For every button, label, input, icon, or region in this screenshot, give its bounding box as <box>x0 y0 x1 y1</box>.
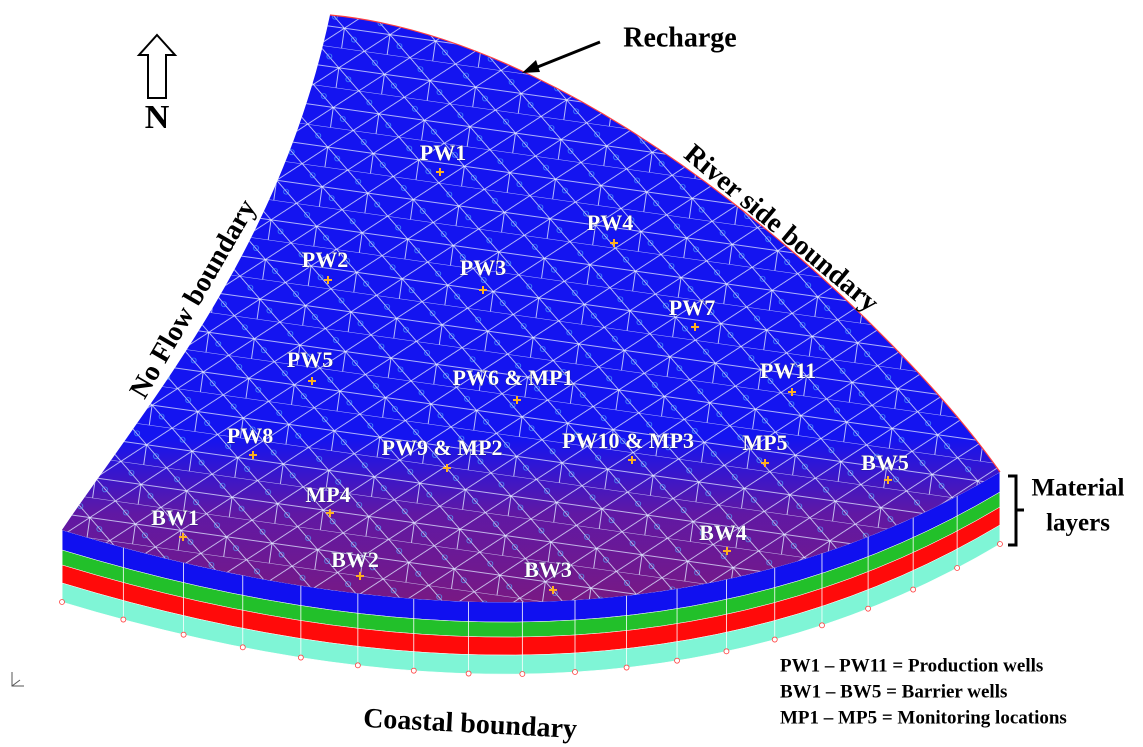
node <box>772 637 777 642</box>
node <box>911 587 916 592</box>
well-label: PW8 <box>227 423 273 448</box>
well-label: PW6 & MP1 <box>453 365 574 390</box>
diagram: PW1 PW2 PW3 PW4 PW5 PW6 & MP1 PW7 PW8 PW9 & MP2 P… <box>0 0 1143 747</box>
layers-label: layers <box>1046 510 1110 537</box>
well-label: PW4 <box>587 210 633 235</box>
well-label: PW11 <box>760 358 816 383</box>
legend-entry: PW1 – PW11 = Production wells <box>780 655 1043 676</box>
well-label: MP4 <box>305 482 350 507</box>
arrow-head <box>522 60 540 73</box>
north-arrow: N <box>139 35 175 136</box>
node <box>624 665 629 670</box>
axes-icon <box>12 672 24 686</box>
node <box>466 671 471 676</box>
node <box>955 566 960 571</box>
node <box>355 663 360 668</box>
well-label: PW10 & MP3 <box>562 428 694 453</box>
node <box>240 645 245 650</box>
node <box>298 655 303 660</box>
node <box>675 658 680 663</box>
node <box>411 668 416 673</box>
node <box>573 670 578 675</box>
well-label: BW2 <box>331 547 379 572</box>
recharge-label: Recharge <box>623 22 737 53</box>
node <box>520 672 525 677</box>
well-label: BW3 <box>524 557 572 582</box>
node <box>998 542 1003 547</box>
well-label: PW1 <box>420 140 466 165</box>
well-label: PW9 & MP2 <box>382 435 503 460</box>
node <box>866 606 871 611</box>
well-label: PW3 <box>460 255 506 280</box>
well-label: BW5 <box>861 450 909 475</box>
node <box>60 600 65 605</box>
node <box>121 617 126 622</box>
well-label: PW5 <box>287 347 333 372</box>
node <box>819 623 824 628</box>
north-label: N <box>145 99 170 136</box>
node <box>724 649 729 654</box>
well-label: BW4 <box>699 520 747 545</box>
well-label: PW2 <box>302 247 348 272</box>
legend-entry: MP1 – MP5 = Monitoring locations <box>780 707 1067 728</box>
recharge-arrow <box>530 42 600 70</box>
node <box>181 632 186 637</box>
layers-label: Material <box>1031 475 1124 502</box>
well-label: MP5 <box>742 430 787 455</box>
coastal-label: Coastal boundary <box>362 703 577 745</box>
well-label: BW1 <box>151 505 199 530</box>
well-label: PW7 <box>669 295 715 320</box>
legend-entry: BW1 – BW5 = Barrier wells <box>780 681 1007 702</box>
bracket <box>1008 476 1024 545</box>
